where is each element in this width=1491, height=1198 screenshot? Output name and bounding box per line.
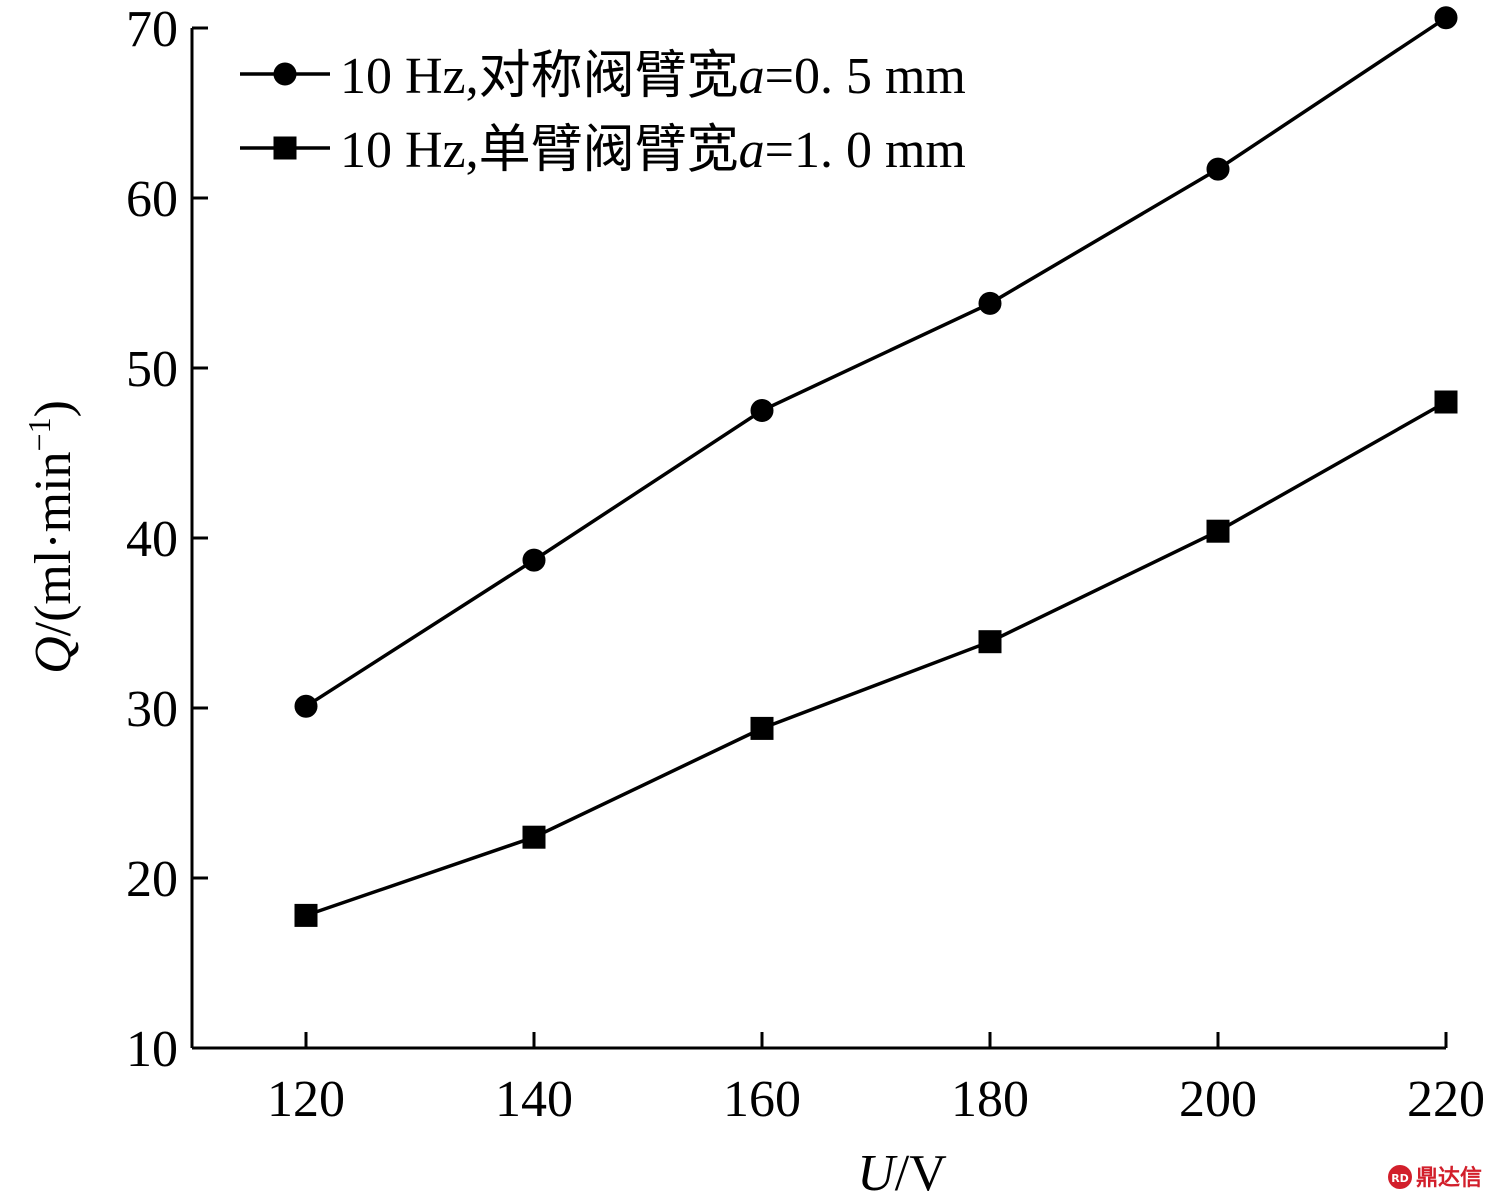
- y-tick-label: 70: [126, 1, 178, 58]
- x-axis-unit: /V: [895, 1145, 947, 1198]
- y-tick-label: 30: [126, 681, 178, 738]
- y-tick-label: 20: [126, 851, 178, 908]
- legend: 10 Hz,对称阀臂宽a=0. 5 mm 10 Hz,单臂阀臂宽a=1. 0 m…: [240, 48, 966, 179]
- legend-label-2-prefix: 10 Hz,单臂阀臂宽: [340, 122, 739, 179]
- series-2: [294, 390, 1458, 927]
- y-axis-title: Q/(ml·min−1): [21, 400, 82, 674]
- x-axis-var: U: [857, 1145, 898, 1198]
- x-tick-label: 160: [723, 1071, 801, 1128]
- legend-label-1-suffix: =0. 5 mm: [765, 48, 966, 105]
- data-point-square: [978, 630, 1002, 654]
- data-point-square: [750, 716, 774, 740]
- y-axis-unit: /(ml·min: [25, 451, 82, 636]
- legend-label-2-var: a: [739, 122, 765, 179]
- legend-entry-2: 10 Hz,单臂阀臂宽a=1. 0 mm: [240, 122, 966, 179]
- data-point-circle: [750, 399, 774, 422]
- x-tick-label: 120: [267, 1071, 345, 1128]
- data-point-circle: [1206, 157, 1230, 181]
- legend-marker-square: [273, 136, 297, 160]
- watermark-logo-text: RD: [1391, 1172, 1409, 1185]
- data-point-circle: [978, 291, 1002, 315]
- y-axis-var: Q: [25, 636, 82, 674]
- legend-label-2: 10 Hz,单臂阀臂宽a=1. 0 mm: [340, 122, 966, 179]
- x-axis-title: U/V: [857, 1145, 947, 1198]
- data-point-square: [294, 903, 318, 927]
- data-point-square: [1434, 390, 1458, 414]
- series-1-line: [305, 16, 1447, 708]
- y-tick-label: 40: [126, 511, 178, 568]
- legend-marker-circle: [273, 62, 297, 86]
- y-tick-label: 60: [126, 171, 178, 228]
- data-point-circle: [294, 694, 318, 718]
- watermark: RD 鼎达信: [1388, 1165, 1482, 1191]
- y-tick-label: 10: [126, 1021, 178, 1078]
- y-axis-exponent: −1: [21, 417, 57, 451]
- x-tick-label: 200: [1179, 1071, 1257, 1128]
- legend-label-1-var: a: [739, 48, 765, 105]
- data-point-square: [1206, 519, 1230, 543]
- axes: 10 20 30 40 50 60 70 120 140 160 180 200 220: [126, 1, 1485, 1128]
- series-2-line: [305, 400, 1447, 918]
- data-point-circle: [1434, 6, 1458, 30]
- watermark-logo-icon: [1388, 1165, 1412, 1189]
- legend-label-1: 10 Hz,对称阀臂宽a=0. 5 mm: [340, 48, 966, 105]
- x-tick-label: 220: [1407, 1071, 1485, 1128]
- x-tick-label: 140: [495, 1071, 573, 1128]
- series-layer: [294, 6, 1458, 927]
- data-point-circle: [522, 548, 546, 572]
- y-axis-close: ): [25, 400, 82, 417]
- x-tick-label: 180: [951, 1071, 1029, 1128]
- y-tick-label: 50: [126, 341, 178, 398]
- watermark-text: 鼎达信: [1416, 1165, 1482, 1191]
- series-1: [294, 6, 1458, 718]
- data-point-square: [522, 825, 546, 849]
- legend-label-2-suffix: =1. 0 mm: [765, 122, 966, 179]
- legend-entry-1: 10 Hz,对称阀臂宽a=0. 5 mm: [240, 48, 966, 105]
- legend-label-1-prefix: 10 Hz,对称阀臂宽: [340, 48, 739, 105]
